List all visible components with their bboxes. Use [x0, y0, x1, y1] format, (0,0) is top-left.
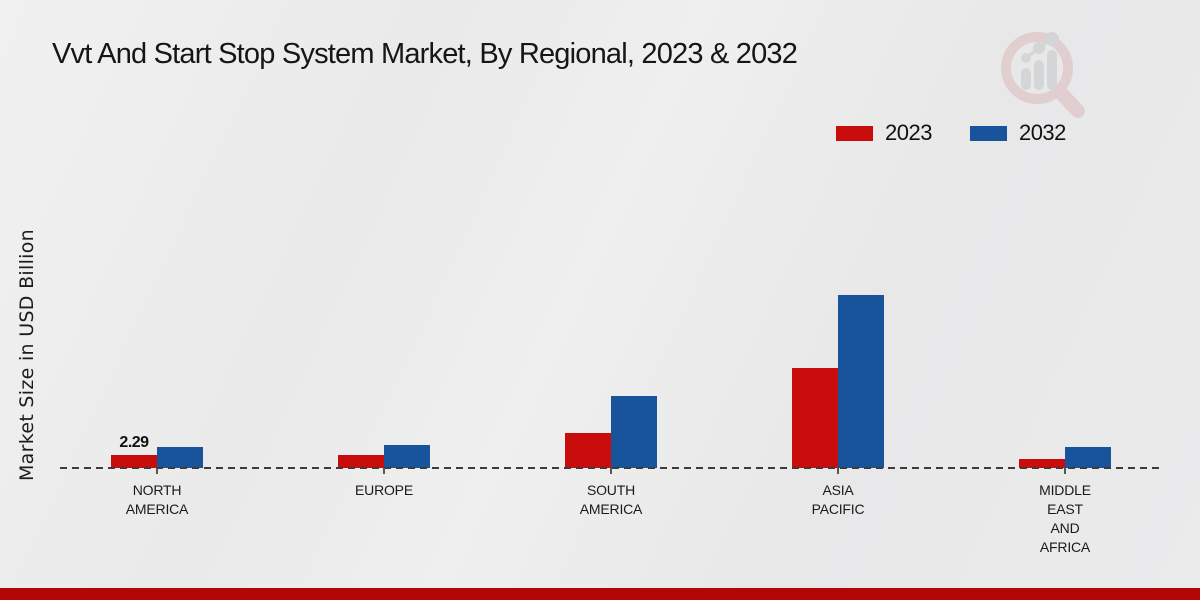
bar-2023-south-america — [565, 433, 611, 468]
x-axis-tick — [837, 468, 839, 474]
category-label-north-america: NORTH AMERICA — [125, 482, 189, 517]
footer-accent-band — [0, 588, 1200, 600]
bar-2023-north-america — [111, 455, 157, 468]
bar-2032-europe — [384, 445, 430, 468]
y-axis-label: Market Size in USD Billion — [16, 229, 38, 482]
bar-value-label: 2.29 — [119, 434, 149, 451]
bar-2023-middle-east-and-africa — [1019, 459, 1065, 468]
bar-chart-magnifier-logo — [1001, 32, 1085, 118]
legend-item-2032: 2032 — [969, 120, 1066, 146]
legend-swatch-2023 — [836, 125, 873, 141]
bar-2032-north-america — [157, 447, 203, 468]
legend-label: 2023 — [885, 120, 932, 145]
bar-2032-south-america — [611, 396, 657, 468]
bar-2032-asia-pacific — [838, 295, 884, 468]
legend-item-2023: 2023 — [836, 120, 932, 146]
bar-2032-middle-east-and-africa — [1065, 447, 1111, 468]
bar-2023-asia-pacific — [792, 368, 838, 468]
legend: 2023 2032 — [836, 120, 1066, 146]
category-label-south-america: SOUTH AMERICA — [579, 482, 643, 517]
x-axis-tick — [1064, 468, 1066, 474]
bar-2023-europe — [338, 455, 384, 468]
x-axis-tick — [156, 468, 158, 474]
legend-label: 2032 — [1018, 120, 1066, 145]
chart-title: Vvt And Start Stop System Market, By Reg… — [52, 38, 798, 70]
x-axis-tick — [610, 468, 612, 474]
x-axis-tick — [383, 468, 385, 474]
category-label-middle-east-and-africa: MIDDLE EAST AND AFRICA — [1039, 482, 1091, 555]
legend-swatch-2032 — [969, 125, 1007, 141]
category-label-europe: EUROPE — [355, 482, 413, 498]
category-label-asia-pacific: ASIA PACIFIC — [811, 482, 865, 517]
